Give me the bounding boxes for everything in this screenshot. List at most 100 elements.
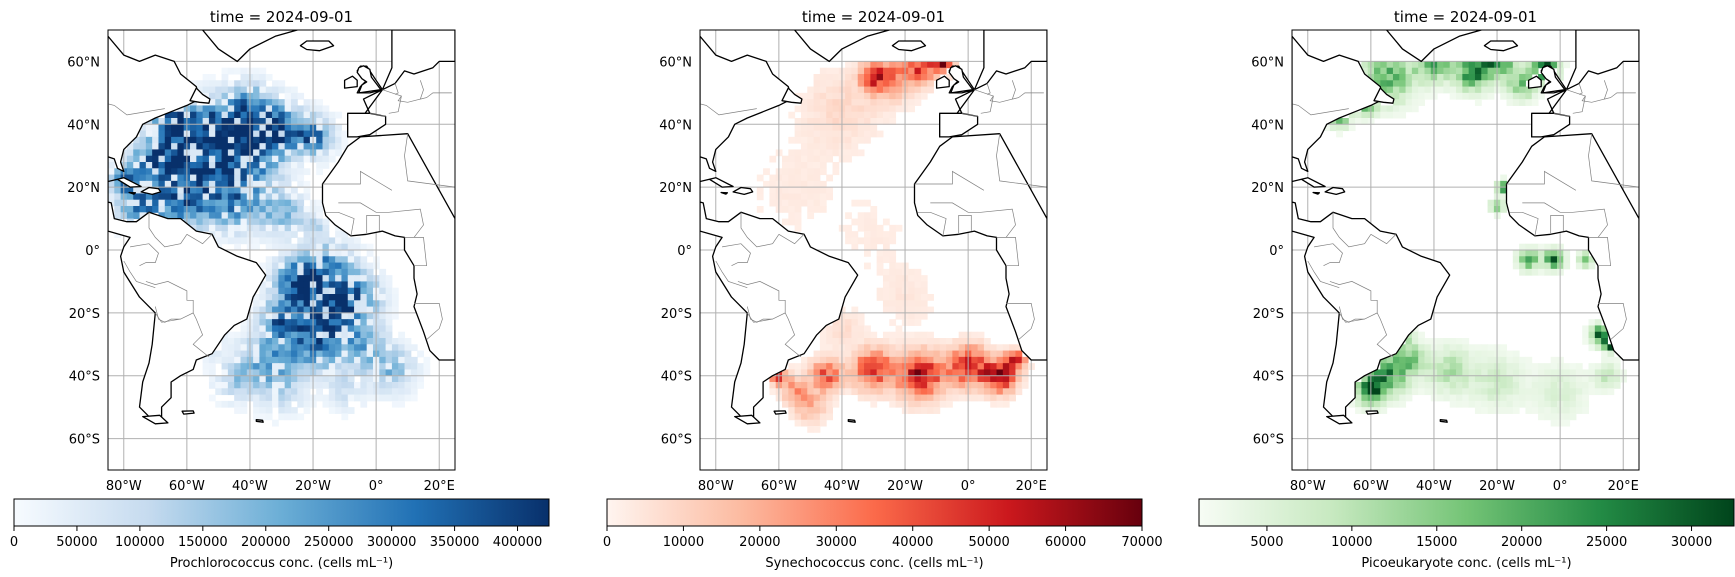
data-cell (1531, 268, 1539, 276)
data-cell (278, 375, 286, 383)
data-cell (1009, 369, 1016, 377)
data-cell (895, 67, 903, 75)
data-cell (1588, 262, 1596, 270)
data-cell (927, 407, 934, 414)
data-cell (1525, 388, 1533, 396)
data-cell (303, 206, 311, 213)
data-cell (1525, 369, 1533, 377)
data-cell (322, 118, 330, 125)
data-cell (1456, 338, 1463, 345)
data-cell (794, 218, 802, 226)
coastline (299, 40, 335, 52)
data-cell (971, 388, 979, 396)
data-cell (240, 331, 248, 339)
data-cell (958, 382, 966, 389)
data-cell (1512, 67, 1520, 75)
data-cell (990, 382, 998, 389)
data-cell (290, 363, 298, 370)
data-cell (227, 375, 235, 383)
data-cell (1462, 92, 1470, 100)
data-cell (788, 413, 796, 421)
data-cell (946, 350, 953, 358)
y-tick-label: 40°N (1251, 118, 1284, 133)
data-cell (385, 331, 393, 339)
data-cell (826, 136, 833, 144)
data-cell (933, 363, 941, 370)
data-cell (845, 105, 852, 113)
data-cell (208, 143, 216, 150)
data-cell (1594, 369, 1602, 377)
data-cell (807, 162, 815, 169)
data-cell (1361, 118, 1369, 125)
data-cell (1355, 382, 1362, 389)
data-cell (290, 262, 298, 270)
data-cell (1399, 375, 1407, 383)
data-cell (297, 206, 305, 213)
data-cell (335, 319, 342, 326)
data-cell (316, 224, 324, 232)
data-cell (272, 224, 279, 232)
data-cell (946, 382, 953, 389)
data-cell (265, 300, 273, 308)
data-cell (290, 338, 298, 345)
data-cell (826, 338, 833, 345)
data-cell (272, 212, 279, 220)
data-cell (272, 180, 279, 188)
data-cell (1348, 118, 1356, 125)
data-cell (278, 206, 286, 213)
data-cell (813, 74, 821, 81)
data-cell (851, 218, 859, 226)
data-cell (253, 111, 260, 119)
data-cell (278, 168, 286, 176)
country-border (715, 260, 748, 289)
data-cell (800, 105, 808, 113)
data-cell (1443, 80, 1451, 88)
data-cell (265, 111, 273, 119)
data-cell (876, 363, 884, 370)
data-cell (807, 212, 815, 220)
data-cell (354, 268, 361, 276)
y-tick-label: 60°S (661, 433, 692, 448)
data-cell (851, 306, 859, 314)
country-border (986, 83, 991, 95)
data-cell (328, 124, 336, 132)
data-cell (1500, 193, 1508, 201)
data-cell (1519, 356, 1526, 364)
data-cell (870, 130, 878, 138)
data-cell (958, 331, 966, 339)
data-cell (1374, 61, 1381, 69)
data-cell (1487, 350, 1495, 358)
data-cell (316, 118, 324, 125)
data-cell (391, 356, 399, 364)
data-cell (927, 382, 934, 389)
data-cell (347, 294, 355, 301)
data-cell (240, 80, 248, 88)
data-cell (1563, 375, 1571, 383)
data-cell (265, 155, 273, 163)
data-cell (1009, 394, 1016, 402)
data-cell (857, 80, 865, 88)
country-border (1550, 215, 1564, 235)
data-cell (826, 111, 833, 119)
data-cell (763, 168, 770, 176)
data-cell (1474, 74, 1482, 81)
data-cell (1021, 382, 1029, 389)
colorbar-tick-label: 5000 (1250, 535, 1283, 550)
coastline (700, 35, 859, 418)
data-cell (870, 243, 878, 251)
x-tick-label: 60°W (761, 479, 797, 494)
data-cell (354, 394, 361, 402)
data-cell (234, 86, 241, 94)
data-cell (297, 275, 305, 282)
data-cell (391, 400, 399, 408)
data-cell (1531, 400, 1539, 408)
data-cell (114, 174, 122, 182)
data-cell (253, 124, 260, 132)
data-cell (876, 237, 884, 245)
data-cell (1449, 338, 1457, 345)
data-cell (895, 356, 903, 364)
data-cell (1588, 256, 1596, 264)
data-cell (933, 338, 941, 345)
data-cell (864, 262, 871, 270)
data-cell (360, 256, 368, 264)
